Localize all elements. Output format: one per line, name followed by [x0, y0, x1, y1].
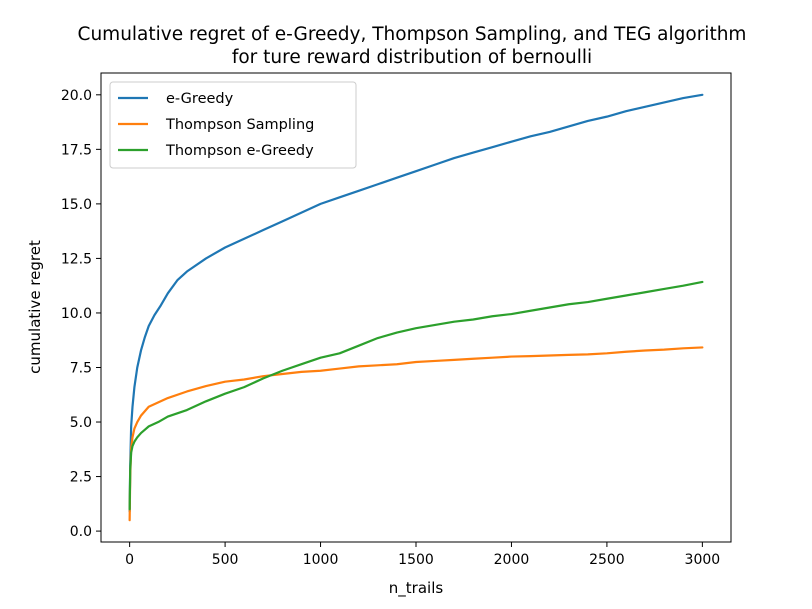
- y-tick-label: 10.0: [61, 306, 92, 322]
- x-tick-label: 2500: [589, 552, 625, 568]
- y-tick-label: 0.0: [70, 524, 92, 540]
- x-tick-label: 1000: [303, 552, 339, 568]
- y-tick-label: 7.5: [70, 360, 92, 376]
- legend-label-2: Thompson e-Greedy: [165, 143, 314, 159]
- x-tick-label: 0: [125, 552, 134, 568]
- plot-lines: [128, 93, 704, 522]
- y-axis-label: cumulative regret: [26, 240, 44, 374]
- series-line-2: [128, 280, 704, 511]
- chart-title-line1: Cumulative regret of e-Greedy, Thompson …: [78, 24, 747, 45]
- x-tick-label: 2000: [494, 552, 530, 568]
- y-tick-label: 17.5: [61, 142, 92, 158]
- y-tick-label: 20.0: [61, 88, 92, 104]
- legend-box: [109, 81, 357, 169]
- x-tick-label: 500: [212, 552, 239, 568]
- chart-title-line2: for ture reward distribution of bernoull…: [232, 47, 592, 68]
- y-tick-label: 12.5: [61, 251, 92, 267]
- y-tick-label: 15.0: [61, 197, 92, 213]
- x-ticks: 0 500 1000 1500 2000 2500 3000: [125, 542, 720, 568]
- series-line-0: [128, 93, 704, 513]
- legend: e-Greedy Thompson Sampling Thompson e-Gree…: [109, 81, 357, 169]
- y-tick-label: 5.0: [70, 415, 92, 431]
- x-tick-label: 3000: [685, 552, 721, 568]
- y-tick-label: 2.5: [70, 470, 92, 486]
- x-axis-label: n_trails: [389, 579, 444, 598]
- series-line-1: [128, 346, 704, 522]
- y-ticks: 0.0 2.5 5.0 7.5 10.0 12.5 15.0 17.5 20.0: [61, 88, 101, 540]
- legend-label-0: e-Greedy: [166, 91, 234, 107]
- legend-label-1: Thompson Sampling: [165, 117, 314, 133]
- x-tick-label: 1500: [398, 552, 434, 568]
